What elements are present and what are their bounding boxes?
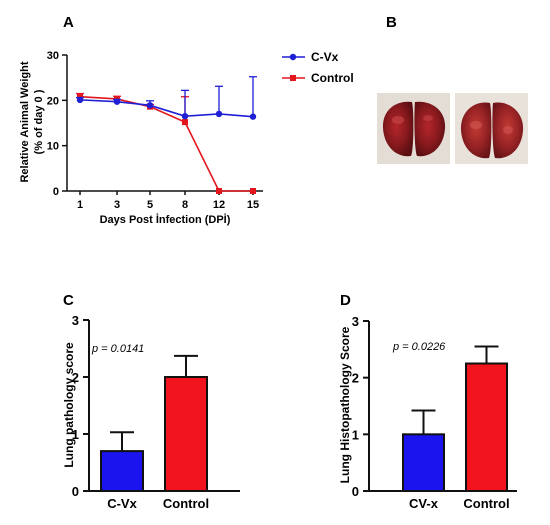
chart-c-bars: C-Vx Control	[100, 354, 209, 511]
chart-a-xtick-label: 15	[247, 199, 259, 211]
lung-highlight-1	[392, 116, 404, 124]
chart-a-point	[181, 113, 189, 120]
lung-photos-panel	[377, 93, 528, 164]
chart-c-ylabel: Lung pathology score	[62, 342, 76, 468]
chart-a-xtick-label: 1	[77, 199, 83, 211]
chart-c-ylabel-group: Lung pathology score	[62, 342, 76, 468]
chart-d-bar-0	[402, 433, 445, 493]
chart-a-series	[76, 76, 257, 194]
lung-photo-left	[377, 93, 450, 164]
chart-a-series-control	[76, 92, 256, 194]
chart-a-point	[113, 98, 121, 105]
lung-highlight-4	[503, 126, 513, 134]
chart-d-category-label: CV-x	[409, 496, 439, 511]
lung-highlight-3	[470, 121, 482, 129]
chart-a-xtick-label: 12	[213, 199, 225, 211]
chart-c-ytick-label: 0	[72, 484, 79, 499]
chart-d-ytick-label: 1	[352, 427, 359, 442]
lung-photo-right	[455, 93, 528, 164]
chart-c-bar-0	[100, 450, 144, 493]
chart-a-ytick-label: 10	[47, 141, 59, 153]
chart-c-ytick-label: 1	[72, 427, 79, 442]
lung-lobe-right-1	[460, 102, 492, 159]
chart-a-xlabel: Days Post İnfection (DPİ)	[100, 213, 231, 226]
chart-a-xtick-label: 8	[182, 199, 188, 211]
chart-a-series-cvx	[76, 76, 257, 120]
chart-a-point	[76, 96, 84, 104]
chart-d-pvalue: p = 0.0226	[392, 341, 446, 353]
chart-panel-c: 0 1 2 3 C-Vx Control p = 0.0141 Lung patholo…	[62, 313, 240, 511]
chart-a-ticks: 0 10 20 30 1 3 5 8 12 15	[47, 50, 259, 211]
lung-lobe-left-2	[414, 101, 446, 157]
chart-c-ytick-label: 3	[72, 313, 79, 328]
chart-a-axes	[66, 55, 263, 192]
chart-c-category-label: Control	[163, 496, 209, 511]
legend-marker-cvx	[289, 53, 297, 61]
chart-d-ylabel-group: Lung Histopathology Score	[338, 326, 352, 483]
chart-d-category-label: Control	[463, 496, 509, 511]
chart-a-point	[216, 188, 222, 194]
chart-a-ylabel: Relative Animal Weight (% of day 0 )	[19, 61, 45, 182]
chart-d-ytick-label: 3	[352, 314, 359, 329]
legend-label-control: Control	[311, 71, 354, 85]
panel-letter-a: A	[63, 14, 74, 31]
lung-lobe-left-1	[382, 101, 414, 157]
chart-a-ylabel-line2: (% of day 0 )	[33, 89, 45, 154]
chart-panel-d: 0 1 2 3 CV-x Control p = 0.0226 Lung Histopa…	[338, 314, 517, 511]
panel-letter-b: B	[386, 14, 397, 31]
chart-a-point	[250, 188, 256, 194]
chart-a-xtick-label: 5	[147, 199, 153, 211]
chart-d-bar-1	[465, 362, 508, 492]
chart-a-line-cvx	[79, 99, 254, 118]
chart-a-line-control	[79, 95, 253, 192]
chart-c-ytick-label: 2	[72, 370, 79, 385]
chart-d-ytick-label: 2	[352, 371, 359, 386]
chart-a-legend: C-Vx Control	[282, 50, 354, 85]
legend-label-cvx: C-Vx	[311, 50, 339, 64]
chart-a-point	[249, 113, 257, 120]
chart-a-xtick-label: 3	[114, 199, 120, 211]
chart-d-ytick-label: 0	[352, 484, 359, 499]
chart-c-axes: 0 1 2 3	[72, 313, 240, 499]
chart-panel-a: 0 10 20 30 1 3 5 8 12 15 Days Post İnfection (DPİ…	[19, 50, 354, 226]
panel-letter-c: C	[63, 292, 74, 309]
chart-a-point	[146, 102, 154, 109]
legend-marker-control	[290, 75, 296, 81]
chart-c-bar-1	[164, 376, 208, 492]
chart-a-point	[215, 110, 223, 118]
chart-c-category-label: C-Vx	[107, 496, 137, 511]
panel-letter-d: D	[340, 292, 351, 309]
chart-a-ytick-label: 30	[47, 50, 59, 62]
lung-highlight-2	[423, 115, 433, 121]
chart-a-ytick-label: 0	[53, 186, 59, 198]
chart-a-ytick-label: 20	[47, 95, 59, 107]
chart-d-ylabel: Lung Histopathology Score	[338, 326, 352, 483]
chart-a-point	[182, 119, 188, 126]
chart-c-pvalue: p = 0.0141	[91, 343, 144, 355]
chart-d-bars: CV-x Control	[402, 345, 510, 511]
chart-a-ylabel-line1: Relative Animal Weight	[19, 61, 31, 182]
